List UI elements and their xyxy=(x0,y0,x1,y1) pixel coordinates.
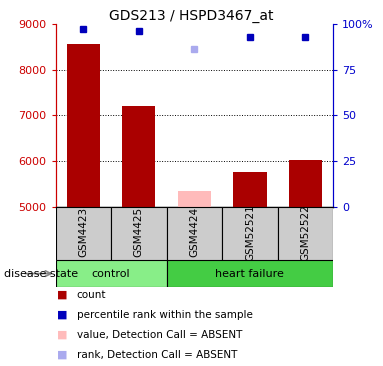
Text: ■: ■ xyxy=(57,290,68,300)
Bar xyxy=(278,207,333,260)
Text: control: control xyxy=(92,269,130,279)
Text: ■: ■ xyxy=(57,350,68,360)
Text: value, Detection Call = ABSENT: value, Detection Call = ABSENT xyxy=(77,330,242,340)
Bar xyxy=(289,160,322,207)
Text: ■: ■ xyxy=(57,310,68,320)
Text: disease state: disease state xyxy=(4,269,78,279)
Text: percentile rank within the sample: percentile rank within the sample xyxy=(77,310,252,320)
Bar xyxy=(122,106,155,207)
Text: GSM4424: GSM4424 xyxy=(189,207,200,257)
Bar xyxy=(56,207,111,260)
Bar xyxy=(67,44,100,207)
Text: GSM4425: GSM4425 xyxy=(134,207,144,257)
Text: GDS213 / HSPD3467_at: GDS213 / HSPD3467_at xyxy=(109,9,274,23)
Bar xyxy=(111,207,167,260)
Bar xyxy=(167,207,222,260)
Bar xyxy=(233,172,267,207)
Bar xyxy=(222,207,278,260)
Text: GSM52522: GSM52522 xyxy=(300,204,311,261)
Text: heart failure: heart failure xyxy=(216,269,284,279)
Text: GSM4423: GSM4423 xyxy=(78,207,88,257)
Text: GSM52521: GSM52521 xyxy=(245,204,255,261)
Text: ■: ■ xyxy=(57,330,68,340)
Bar xyxy=(56,260,167,287)
Text: rank, Detection Call = ABSENT: rank, Detection Call = ABSENT xyxy=(77,350,237,360)
Text: count: count xyxy=(77,290,106,300)
Bar xyxy=(178,191,211,207)
Bar xyxy=(167,260,333,287)
